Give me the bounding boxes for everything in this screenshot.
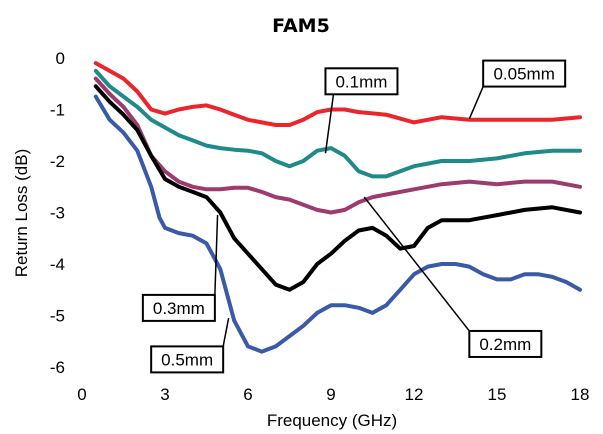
callout-box (324, 67, 399, 96)
callout-label: 0.1mm (335, 72, 387, 91)
callout-label: 0.2mm (479, 335, 531, 354)
callout-box (150, 345, 225, 374)
y-tick-label: -2 (50, 152, 65, 171)
y-tick-label: -6 (50, 358, 65, 377)
callout-0-05mm: 0.05mm (468, 59, 567, 120)
y-tick-label: -1 (50, 101, 65, 120)
tick-labels: 0 3 6 9 12 15 18 0 -1 -2 -3 -4 -5 -6 (50, 49, 590, 404)
callout-0-1mm: 0.1mm (324, 67, 399, 154)
x-tick-label: 0 (77, 385, 86, 404)
x-tick-label: 12 (405, 385, 424, 404)
x-tick-label: 6 (243, 385, 252, 404)
series-line-0-5mm (93, 94, 582, 354)
y-tick-label: -3 (50, 204, 65, 223)
callout-label: 0.5mm (161, 350, 213, 369)
callout-leader-line (222, 317, 230, 347)
x-tick-label: 9 (326, 385, 335, 404)
x-tick-label: 15 (488, 385, 507, 404)
callout-label: 0.05mm (493, 65, 554, 84)
series-lines (93, 61, 582, 354)
y-axis-label: Return Loss (dB) (12, 149, 31, 278)
callout-0-3mm: 0.3mm (141, 215, 219, 322)
callout-box (482, 59, 567, 88)
chart-title: FAM5 (272, 15, 330, 37)
x-axis-label: Frequency (GHz) (267, 411, 397, 430)
x-tick-label: 3 (160, 385, 169, 404)
callout-box (468, 329, 543, 358)
series-line-0-2mm (93, 76, 582, 215)
x-tick-label: 18 (571, 385, 590, 404)
series-line-0-3mm (93, 84, 582, 292)
callout-0-5mm: 0.5mm (150, 317, 230, 374)
callout-label: 0.3mm (153, 299, 205, 318)
series-line-0-1mm (93, 68, 582, 179)
y-tick-label: -5 (50, 307, 65, 326)
y-tick-label: -4 (50, 255, 65, 274)
callout-0-2mm: 0.2mm (363, 196, 543, 358)
series-line-0-05mm (93, 61, 582, 127)
callout-leader-line (214, 215, 219, 295)
callout-leader-line (468, 86, 484, 120)
callout-leader-line (363, 196, 470, 332)
y-tick-label: 0 (56, 49, 65, 68)
callout-labels: 0.05mm 0.1mm 0.2mm 0.3mm 0.5mm (141, 59, 567, 374)
callout-leader-line (324, 94, 335, 154)
callout-box (141, 293, 216, 322)
